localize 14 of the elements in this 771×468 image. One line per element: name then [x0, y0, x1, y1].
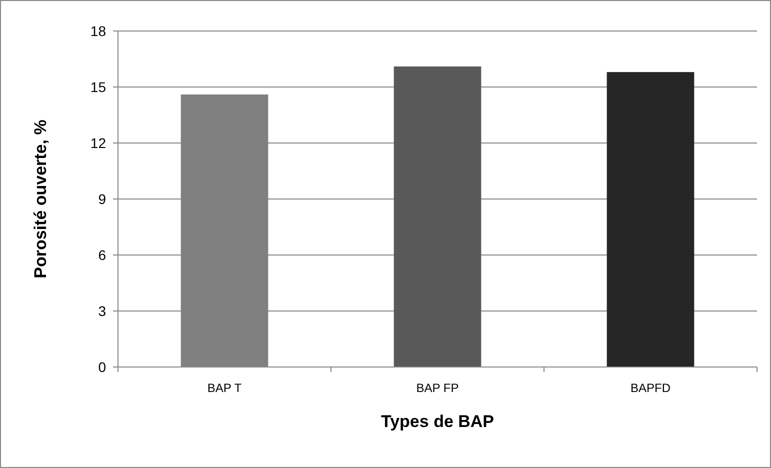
bar [606, 72, 694, 367]
y-tick-label: 3 [98, 302, 106, 319]
y-axis-title: Porosité ouverte, % [31, 120, 50, 278]
y-tick-label: 0 [98, 358, 106, 375]
bar [394, 66, 482, 367]
x-tick-label: BAP T [207, 381, 242, 395]
y-tick-label: 6 [98, 246, 106, 263]
x-tick-label: BAPFD [630, 381, 671, 395]
x-axis-title: Types de BAP [380, 412, 494, 431]
x-tick-label: BAP FP [416, 381, 459, 395]
y-tick-label: 9 [98, 190, 106, 207]
y-tick-label: 12 [90, 134, 106, 151]
y-tick-label: 18 [90, 22, 106, 39]
y-tick-label: 15 [90, 78, 106, 95]
